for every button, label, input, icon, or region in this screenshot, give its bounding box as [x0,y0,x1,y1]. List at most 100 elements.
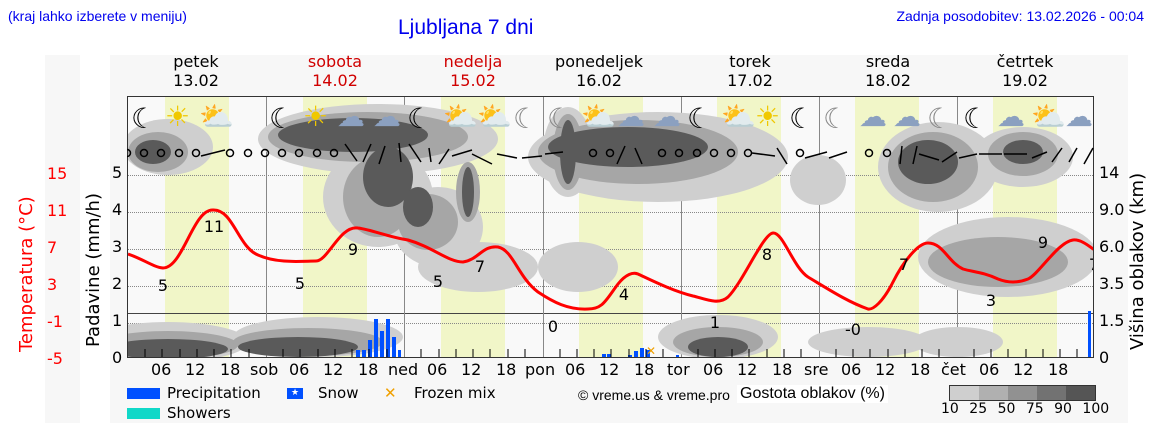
day-divider [266,97,267,357]
x-tick: 06 [703,360,724,379]
x-tick: 12 [461,360,482,379]
moon-cloud-icon: ☾ [823,102,848,135]
x-tick: 06 [151,360,172,379]
cloud-rain-icon: ☁ [1065,100,1093,133]
sun-fog-icon: ☀ [303,100,328,133]
day-header-sobota: sobota 14.02 [307,52,363,90]
temp-tick: -5 [47,349,63,368]
svg-text:9: 9 [348,240,358,259]
moon-fog-icon: ☾ [269,102,294,135]
cloud-density-ticks: 10 25 50 75 90 100 [941,401,1110,417]
moon-fog-icon: ☾ [963,102,988,135]
precip-tick: 2 [112,274,123,293]
day-header-sreda: sreda 18.02 [865,52,911,90]
day-divider [819,97,820,357]
cloud-rain-icon: ☁ [653,100,681,133]
cloud-height-tick: 0 [1099,348,1110,367]
precip-tick: 5 [112,163,123,182]
region-menu-hint: (kraj lahko izberete v meniju) [8,8,187,24]
x-tick: 06 [289,360,310,379]
page-title: Ljubljana 7 dni [398,16,534,39]
svg-text:7: 7 [475,257,485,276]
svg-text:5: 5 [433,272,443,291]
cloudy-icon: ☁ [859,100,887,133]
day-divider [543,97,544,357]
sun-cloud-icon: ☀ [755,100,780,133]
forecast-plot: 5 11 5 9 5 7 0 4 1 8 -0 7 3 9 7 ✕ [127,96,1094,358]
svg-text:9: 9 [1038,233,1048,252]
legend-snow: Snow [318,384,359,402]
day-header-nedelja: nedelja 15.02 [443,52,503,90]
day-header-petek: petek 13.02 [173,52,219,90]
precip-tick: 3 [112,237,123,256]
cloudy-icon: ☁ [997,100,1025,133]
temperature-axis-strip [45,55,80,423]
moon-fog-icon: ☾ [407,102,432,135]
svg-text:4: 4 [619,285,629,304]
x-tick: 18 [910,360,931,379]
precip-axis-title: Padavine (mm/h) [83,193,104,347]
weather-icons-row: ☾ ☀ ⛅ ☾ ☀ ☁ ☁ ☾ ⛅ ⛅ ☾ ☾ ⛅ ☁ ☁ ☾ ⛅ ☀ ☾ ☾ … [127,100,1094,165]
partly-cloudy-icon: ⛅ [1031,100,1066,133]
x-tick: ned [388,360,419,379]
x-tick: čet [941,360,966,379]
svg-text:-0: -0 [845,320,861,339]
x-tick: 18 [358,360,379,379]
copyright-link[interactable]: © vreme.us & vreme.pro [578,387,730,403]
temp-tick: 3 [47,275,58,294]
cloud-height-tick: 14 [1099,163,1120,182]
moon-cloud-icon: ☾ [513,102,538,135]
cloud-density-colorbar [949,385,1096,401]
wind-barbs [127,142,1094,165]
x-tick: 06 [979,360,1000,379]
cloud-density-title: Gostota oblakov (%) [737,385,888,403]
cloud-rain-icon: ☁ [373,100,401,133]
frozen-mix-x-icon: ✕ [384,384,397,402]
x-tick: tor [667,360,690,379]
temp-tick: 7 [47,238,58,257]
svg-text:7: 7 [899,255,909,274]
svg-text:7: 7 [1089,255,1094,274]
moon-cloud-rain-icon: ☾ [927,102,952,135]
moon-fog-icon: ☾ [789,102,814,135]
x-tick: 12 [875,360,896,379]
svg-text:11: 11 [204,217,224,236]
gridline [128,286,1093,287]
svg-text:3: 3 [986,291,996,310]
cloud-height-axis-title: Višina oblakov (km) [1127,172,1148,350]
legend-frozen-mix: Frozen mix [414,384,496,402]
x-tick: 18 [772,360,793,379]
temperature-axis-title: Temperatura (°C) [16,196,37,352]
svg-text:5: 5 [158,276,168,295]
partly-cloudy-icon: ⛅ [199,100,234,133]
partly-cloudy-icon: ⛅ [721,100,756,133]
svg-text:1: 1 [710,313,720,332]
x-tick: sre [804,360,829,379]
moon-fog-icon: ☾ [131,102,156,135]
cloud-rain-icon: ☁ [337,100,365,133]
temperature-curve [128,208,1093,311]
day-header-cetrtek: četrtek 19.02 [996,52,1054,90]
snow-star-icon: ★ [287,388,303,399]
showers-swatch [127,408,160,419]
gridline [128,212,1093,213]
partly-cloudy-icon: ⛅ [443,100,478,133]
gridline [128,249,1093,250]
day-header-torek: torek 17.02 [727,52,773,90]
precip-tick: 0 [112,348,123,367]
day-divider [681,97,682,357]
svg-text:✕: ✕ [646,344,656,358]
x-tick: pon [525,360,556,379]
temperature-value-labels: 5 11 5 9 5 7 0 4 1 8 -0 7 3 9 7 [158,217,1094,339]
svg-text:8: 8 [762,245,772,264]
day-header-ponedeljek: ponedeljek 16.02 [555,52,643,90]
x-tick: 06 [427,360,448,379]
x-tick: sob [250,360,279,379]
legend-showers: Showers [167,404,231,422]
moon-fog-icon: ☾ [687,102,712,135]
cloud-density-layer [128,104,1093,357]
svg-text:0: 0 [548,317,558,336]
cloud-height-tick: 3.5 [1099,274,1125,293]
temp-tick: 11 [47,201,68,220]
moon-cloud-icon: ☾ [547,102,572,135]
